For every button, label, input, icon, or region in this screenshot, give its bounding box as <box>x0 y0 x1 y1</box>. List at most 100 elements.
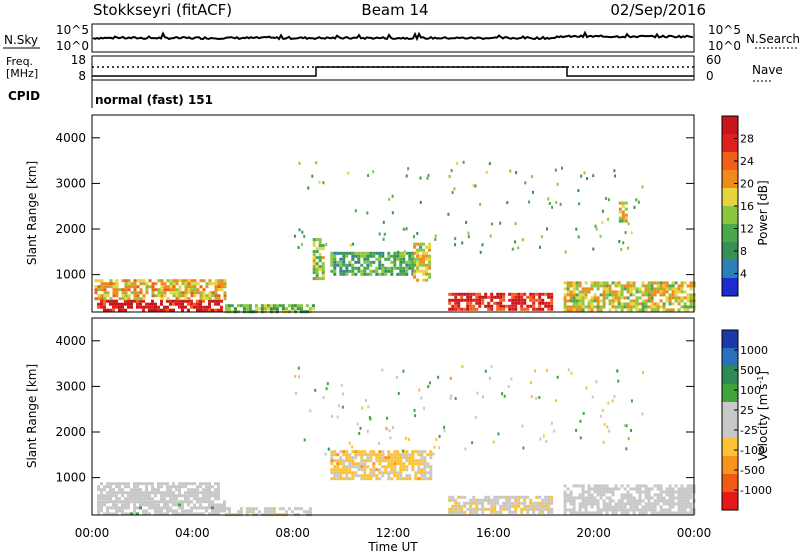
power-cell <box>118 308 121 312</box>
velocity-cell <box>115 497 118 501</box>
power-cell <box>584 281 588 285</box>
power-cell <box>178 294 182 298</box>
power-cell <box>608 308 612 312</box>
velocity-scatter-cell <box>327 447 330 451</box>
power-scatter-cell <box>434 234 437 238</box>
power-cell <box>686 293 690 297</box>
velocity-cell <box>112 494 115 498</box>
power-cell <box>411 260 415 264</box>
colorbar-tick-label: 100 <box>740 384 761 397</box>
power-cell <box>686 299 690 303</box>
power-cell <box>626 305 630 309</box>
velocity-cell <box>387 477 391 481</box>
power-cell <box>662 281 666 285</box>
velocity-cell <box>223 509 226 513</box>
power-cell <box>611 299 615 303</box>
power-cell <box>172 279 176 283</box>
velocity-cell <box>620 508 624 512</box>
power-cell <box>469 298 473 302</box>
power-cell <box>463 292 467 296</box>
velocity-cell <box>423 465 427 469</box>
power-cell <box>100 302 103 306</box>
power-cell <box>550 301 554 305</box>
power-scatter-cell <box>450 169 453 173</box>
power-cell <box>662 284 666 288</box>
velocity-cell <box>360 468 364 472</box>
velocity-cell <box>175 503 178 507</box>
power-cell <box>381 263 385 267</box>
velocity-cell <box>263 510 267 514</box>
power-cell <box>224 307 228 311</box>
velocity-cell <box>472 510 476 514</box>
power-cell <box>620 296 624 300</box>
power-cell <box>136 297 140 301</box>
velocity-cell <box>172 509 175 513</box>
velocity-cell <box>659 490 663 494</box>
power-cell <box>587 305 591 309</box>
power-scatter-cell <box>311 174 314 178</box>
power-cell <box>106 299 109 303</box>
velocity-cell <box>345 468 349 472</box>
power-cell <box>653 302 657 306</box>
power-cell <box>665 287 669 291</box>
velocity-cell <box>390 465 394 469</box>
power-scatter-cell <box>391 194 394 198</box>
velocity-scatter-cell <box>368 416 371 420</box>
velocity-cell <box>650 502 654 506</box>
power-cell <box>686 296 690 300</box>
velocity-cell <box>106 485 109 489</box>
power-cell <box>339 251 343 255</box>
velocity-scatter-cell <box>546 368 548 372</box>
power-cell <box>547 292 551 296</box>
velocity-cell <box>372 468 376 472</box>
velocity-cell <box>151 491 154 495</box>
velocity-cell <box>617 502 621 506</box>
power-cell <box>641 290 645 294</box>
velocity-cell <box>330 456 334 460</box>
velocity-cell <box>668 484 672 488</box>
power-cell <box>121 308 124 312</box>
power-cell <box>599 293 603 297</box>
velocity-cell <box>596 487 600 491</box>
velocity-cell <box>187 482 190 486</box>
velocity-cell <box>617 505 621 509</box>
velocity-cell <box>493 495 497 499</box>
power-cell <box>97 285 101 289</box>
nsky-tick-top: 10^5 <box>56 23 89 37</box>
power-cell <box>511 301 515 305</box>
velocity-cell <box>220 509 223 513</box>
power-cell <box>478 301 482 305</box>
velocity-cell <box>490 498 494 502</box>
power-cell <box>671 302 675 306</box>
power-cell <box>160 302 163 306</box>
velocity-cell <box>345 465 349 469</box>
velocity-cell <box>429 474 433 478</box>
power-cell <box>425 263 429 267</box>
power-cell <box>336 263 340 267</box>
power-cell <box>396 254 400 258</box>
velocity-cell <box>390 456 394 460</box>
velocity-cell <box>584 496 588 500</box>
power-cell <box>544 292 548 296</box>
power-cell <box>547 295 551 299</box>
power-cell <box>142 297 146 301</box>
velocity-cell <box>659 484 663 488</box>
power-cell <box>157 308 160 312</box>
power-cell <box>544 304 548 308</box>
power-cell <box>635 290 639 294</box>
power-cell <box>532 292 536 296</box>
velocity-cell <box>674 511 678 515</box>
velocity-cell <box>629 502 633 506</box>
velocity-cell <box>680 496 684 500</box>
power-cell <box>115 282 119 286</box>
velocity-cell <box>563 499 567 503</box>
velocity-ytick-label: 1000 <box>55 471 86 485</box>
power-cell <box>106 285 110 289</box>
velocity-cell <box>429 465 433 469</box>
power-cell <box>602 296 606 300</box>
velocity-scatter-cell <box>386 416 389 420</box>
power-cell <box>318 277 322 281</box>
power-cell <box>202 288 206 292</box>
velocity-cell <box>605 484 609 488</box>
velocity-cell <box>381 471 385 475</box>
